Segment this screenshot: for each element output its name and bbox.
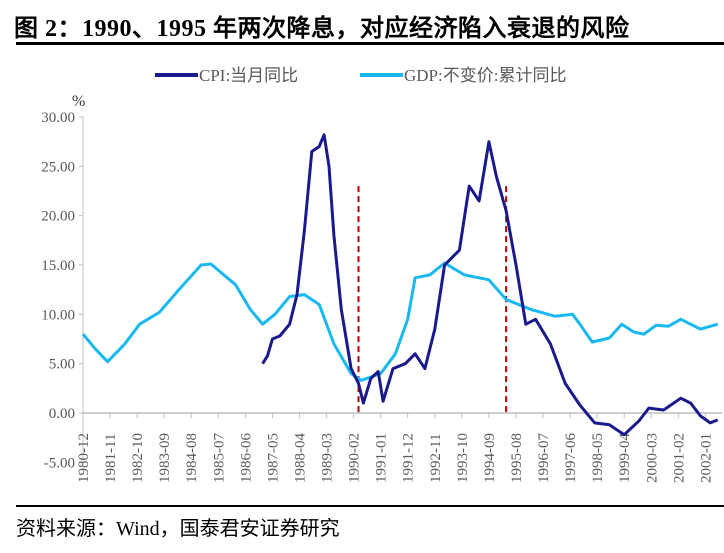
y-tick-label: 20.00 — [41, 209, 75, 225]
x-tick-label: 1991-12 — [401, 433, 417, 483]
x-tick-label: 1980-12 — [76, 433, 92, 483]
source-note: 资料来源：Wind，国泰君安证券研究 — [16, 518, 340, 540]
x-tick-label: 1996-07 — [536, 433, 552, 483]
y-tick-label: 25.00 — [41, 159, 75, 175]
x-tick-label: 1990-02 — [347, 433, 363, 483]
x-tick-label: 1987-05 — [265, 433, 281, 483]
legend-label-gdp: GDP:不变价:累计同比 — [404, 66, 566, 85]
x-tick-label: 1982-10 — [130, 433, 146, 483]
y-tick-label: -5.00 — [44, 455, 75, 471]
source-rule — [16, 505, 724, 507]
x-tick-label: 2001-02 — [671, 433, 687, 483]
x-tick-label: 1983-09 — [157, 433, 173, 483]
chart: CPI:当月同比 GDP:不变价:累计同比 % 30.00 25.00 20.00 1… — [41, 66, 722, 483]
x-tick-label: 1984-08 — [184, 433, 200, 483]
gdp-line — [81, 261, 719, 382]
x-tick-label: 1998-05 — [590, 433, 606, 483]
x-tick-label: 1981-11 — [103, 434, 119, 483]
title-rule — [16, 42, 724, 45]
x-tick-label: 1989-03 — [320, 433, 336, 483]
y-tick-label: 0.00 — [49, 406, 75, 422]
x-tick-label: 1988-04 — [292, 433, 308, 483]
cpi-line — [261, 133, 719, 437]
y-tick-label: 30.00 — [41, 110, 75, 126]
x-tick-label: 1995-08 — [509, 433, 525, 483]
x-tick-label: 1992-11 — [428, 434, 444, 483]
y-tick-label: 5.00 — [49, 357, 75, 373]
x-tick-label: 1999-04 — [617, 433, 633, 483]
x-tick-label: 1985-07 — [211, 433, 227, 483]
x-tick-label: 1991-01 — [374, 433, 390, 483]
y-axis-unit: % — [72, 93, 85, 110]
legend-label-cpi: CPI:当月同比 — [199, 66, 298, 85]
x-tick-label: 2002-01 — [698, 433, 714, 483]
x-tick-label: 1994-09 — [482, 433, 498, 483]
y-tick-label: 15.00 — [41, 258, 75, 274]
x-tick-label: 1993-10 — [455, 433, 471, 483]
x-tick-label: 1986-06 — [238, 433, 254, 483]
y-tick-label: 10.00 — [41, 307, 75, 323]
legend: CPI:当月同比 GDP:不变价:累计同比 — [155, 66, 566, 85]
x-tick-label: 2000-03 — [644, 433, 660, 483]
figure-title: 图 2：1990、1995 年两次降息，对应经济陷入衰退的风险 — [14, 16, 630, 42]
x-tick-label: 1997-06 — [563, 433, 579, 483]
